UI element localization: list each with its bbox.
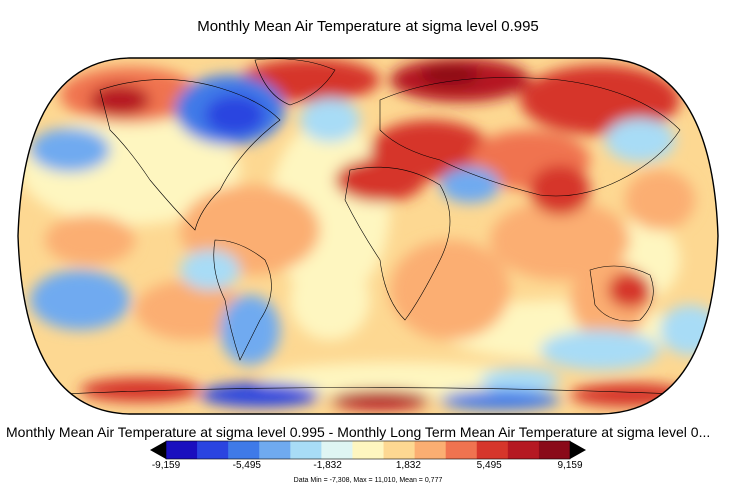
colorbar-tick-label: -5,495	[232, 460, 261, 471]
colorbar-cell	[414, 441, 447, 459]
colorbar-cell	[507, 441, 540, 459]
colorbar-cell	[290, 441, 322, 459]
colorbar-cell	[352, 441, 385, 459]
colorbar-cell	[445, 441, 478, 459]
colorbar-tick-label: 5,495	[476, 460, 502, 471]
coastlines	[39, 58, 701, 396]
data-stats: Data Min = -7,308, Max = 11,010, Mean = …	[293, 477, 443, 484]
colorbar-tick-label: -9,159	[151, 460, 181, 471]
colorbar-tick-label: 1,832	[395, 460, 421, 471]
map-border	[17, 57, 719, 415]
colorbar-cell	[476, 441, 509, 459]
colorbar-cell	[197, 441, 229, 459]
colorbar-cell	[383, 441, 416, 459]
colorbar-cell	[259, 441, 291, 459]
colorbar-cell	[166, 441, 198, 459]
colorbar-right-arrow	[570, 441, 586, 459]
colorbar-left-arrow	[150, 441, 166, 459]
colorbar-tick-label: -1,832	[313, 460, 342, 471]
colorbar-cell	[321, 441, 353, 459]
map-subtitle: Monthly Mean Air Temperature at sigma le…	[6, 424, 711, 440]
colorbar-cells	[165, 440, 571, 460]
colorbar	[150, 440, 586, 460]
colorbar-cell	[228, 441, 260, 459]
map-title: Monthly Mean Air Temperature at sigma le…	[197, 18, 539, 35]
colorbar-tick-label: 9,159	[557, 460, 583, 471]
colorbar-cell	[538, 441, 571, 459]
